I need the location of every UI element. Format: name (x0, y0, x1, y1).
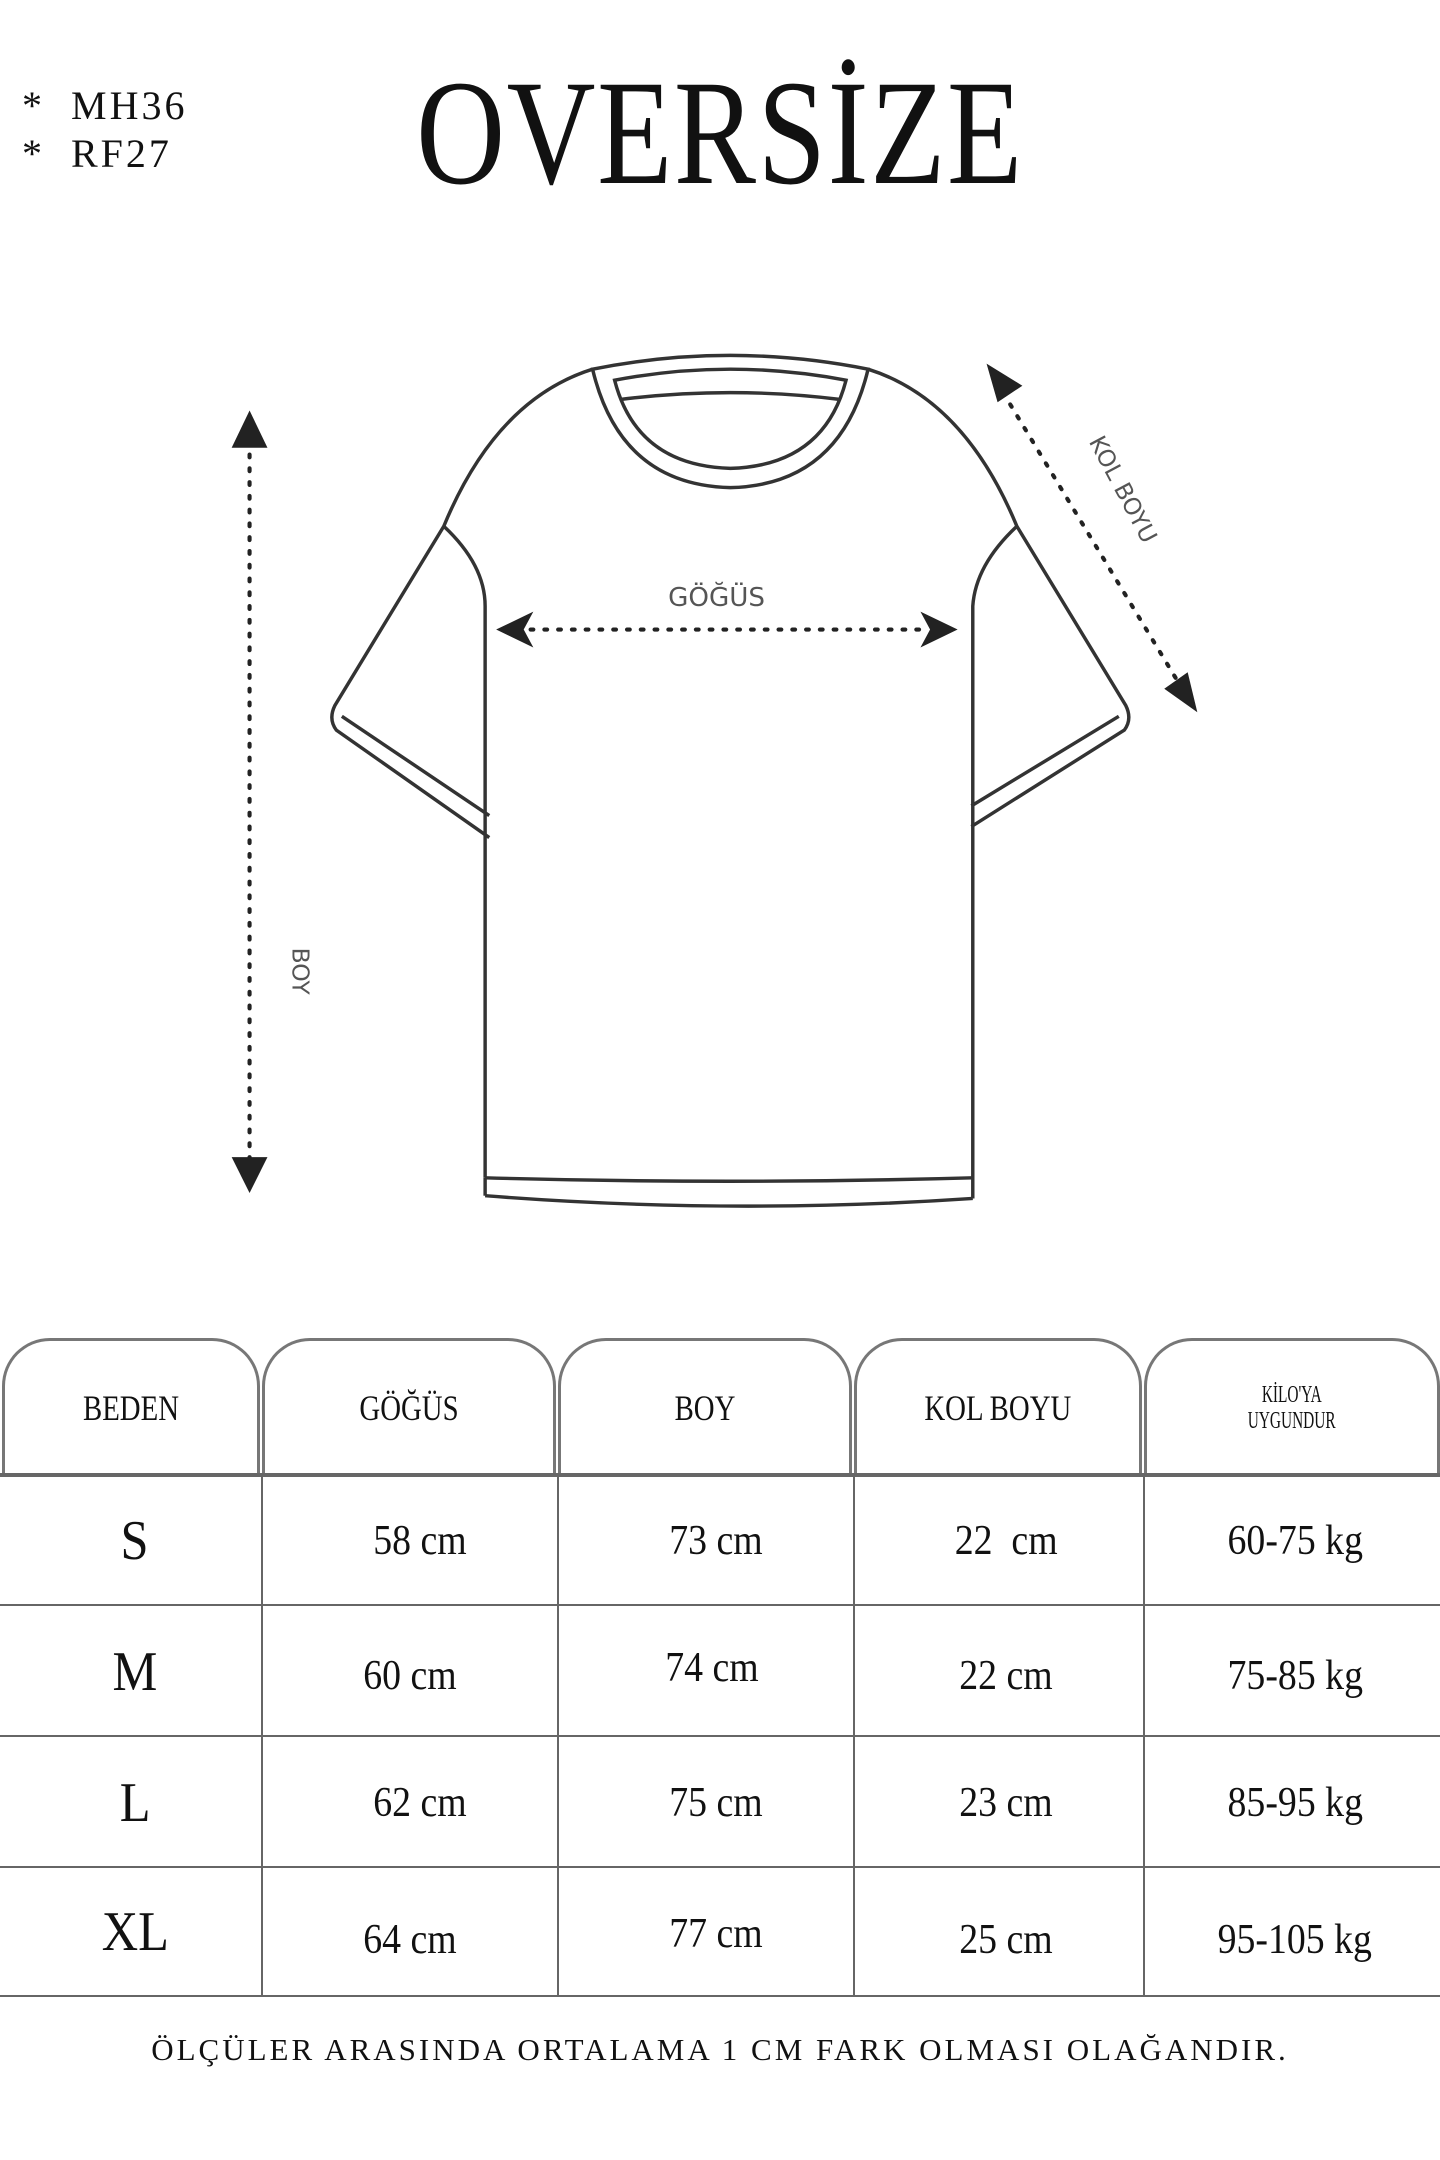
divider (1143, 1473, 1145, 1997)
footer-note: ÖLÇÜLER ARASINDA ORTALAMA 1 CM FARK OLMA… (151, 2032, 1289, 2067)
sleeve-cell: 22 cm (954, 1517, 1058, 1564)
divider (0, 1604, 1440, 1606)
header-gogus: GÖĞÜS (262, 1338, 556, 1475)
chest-label: GÖĞÜS (668, 581, 765, 613)
chest-cell: 62 cm (373, 1779, 467, 1826)
weight-cell: 95-105 kg (1217, 1916, 1373, 1963)
sleeve-arrow: KOL BOYU (986, 363, 1198, 713)
arrow-down-right-icon (1164, 672, 1198, 713)
arrow-up-icon (231, 410, 268, 448)
divider (0, 1735, 1440, 1737)
header-kol-boyu: KOL BOYU (854, 1338, 1142, 1475)
arrow-up-left-icon (986, 363, 1023, 403)
length-cell: 77 cm (669, 1910, 763, 1957)
length-cell: 73 cm (669, 1517, 763, 1564)
chest-cell: 64 cm (363, 1916, 457, 1963)
chest-cell: 60 cm (363, 1652, 457, 1699)
tshirt-outline (330, 353, 1131, 1208)
code-rf27: * RF27 (22, 131, 172, 176)
page-title: OVERSİZE (416, 50, 1024, 216)
weight-cell: 75-85 kg (1227, 1652, 1363, 1699)
length-arrow: BOY (231, 410, 314, 1193)
divider (557, 1473, 559, 1997)
length-cell: 74 cm (665, 1644, 759, 1691)
size-cell: XL (101, 1900, 169, 1963)
product-codes: * MH36 * RF27 (22, 82, 187, 178)
divider (853, 1473, 855, 1997)
sleeve-cell: 25 cm (959, 1916, 1053, 1963)
weight-cell: 85-95 kg (1227, 1779, 1363, 1826)
divider (0, 1866, 1440, 1868)
divider (0, 1473, 1440, 1477)
arrow-down-icon (231, 1157, 268, 1193)
size-cell: L (119, 1771, 151, 1834)
divider (261, 1473, 263, 1997)
chest-cell: 58 cm (373, 1517, 467, 1564)
sleeve-label: KOL BOYU (1083, 431, 1163, 548)
size-cell: M (112, 1640, 158, 1703)
code-mh36: * MH36 (22, 83, 188, 128)
arrow-right-icon (920, 611, 958, 648)
length-cell: 75 cm (669, 1779, 763, 1826)
sleeve-cell: 22 cm (959, 1652, 1053, 1699)
header-kilo: KİLO'YA UYGUNDUR (1144, 1338, 1440, 1475)
header-beden: BEDEN (2, 1338, 260, 1475)
header-boy: BOY (558, 1338, 852, 1475)
chest-arrow: GÖĞÜS (496, 581, 958, 648)
length-label: BOY (286, 948, 314, 996)
size-cell: S (120, 1509, 150, 1572)
arrow-left-icon (496, 611, 534, 648)
weight-cell: 60-75 kg (1227, 1517, 1363, 1564)
divider (0, 1995, 1440, 1997)
sleeve-cell: 23 cm (959, 1779, 1053, 1826)
